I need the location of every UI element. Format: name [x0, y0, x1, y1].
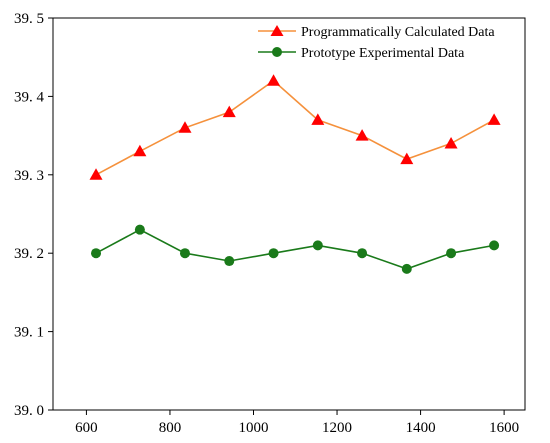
data-point-triangle — [178, 121, 192, 133]
legend-label-calculated: Programmatically Calculated Data — [301, 25, 495, 40]
x-tick-label: 1200 — [322, 420, 352, 436]
x-tick-label: 1600 — [489, 420, 519, 436]
legend-marker-triangle — [270, 25, 284, 36]
y-tick-label: 39. 1 — [14, 325, 44, 341]
data-point-circle — [91, 248, 102, 259]
legend-item-calculated: Programmatically Calculated Data — [258, 25, 495, 40]
y-tick-label: 39. 5 — [14, 11, 44, 27]
y-tick-label: 39. 2 — [14, 246, 44, 262]
x-axis: 600 800 1000 1200 1400 1600 — [75, 410, 519, 436]
data-point-triangle — [487, 113, 501, 125]
y-axis: 39. 0 39. 1 39. 2 39. 3 39. 4 39. 5 — [14, 11, 53, 419]
series-line-0 — [95, 79, 495, 176]
legend-item-experimental: Prototype Experimental Data — [258, 46, 465, 61]
y-tick-label: 39. 3 — [14, 168, 44, 184]
legend: Programmatically Calculated Data Prototy… — [258, 25, 495, 61]
y-tick-label: 39. 0 — [14, 403, 44, 419]
legend-label-experimental: Prototype Experimental Data — [301, 46, 465, 61]
x-tick-label: 1400 — [406, 420, 436, 436]
data-point-triangle — [222, 105, 236, 118]
legend-marker-circle — [272, 47, 282, 57]
x-tick-label: 800 — [159, 420, 182, 436]
series-line-1 — [95, 228, 495, 270]
x-tick-label: 600 — [75, 420, 98, 436]
data-point-circle — [312, 240, 323, 251]
data-point-triangle — [355, 129, 369, 141]
data-point-triangle — [400, 152, 414, 165]
plot-frame — [52, 17, 526, 411]
y-tick-label: 39. 4 — [14, 89, 45, 105]
data-point-triangle — [133, 144, 147, 157]
data-point-triangle — [444, 136, 458, 149]
series-layer — [89, 74, 501, 274]
data-point-triangle — [89, 168, 103, 180]
data-point-circle — [446, 248, 457, 259]
data-point-circle — [489, 240, 500, 251]
data-point-circle — [179, 248, 190, 259]
data-point-circle — [134, 224, 145, 235]
data-point-triangle — [267, 74, 281, 86]
data-point-circle — [401, 263, 412, 274]
data-point-circle — [268, 248, 279, 259]
x-tick-label: 1000 — [238, 420, 268, 436]
data-point-circle — [224, 256, 235, 267]
data-point-triangle — [311, 113, 325, 125]
data-point-circle — [357, 248, 368, 259]
